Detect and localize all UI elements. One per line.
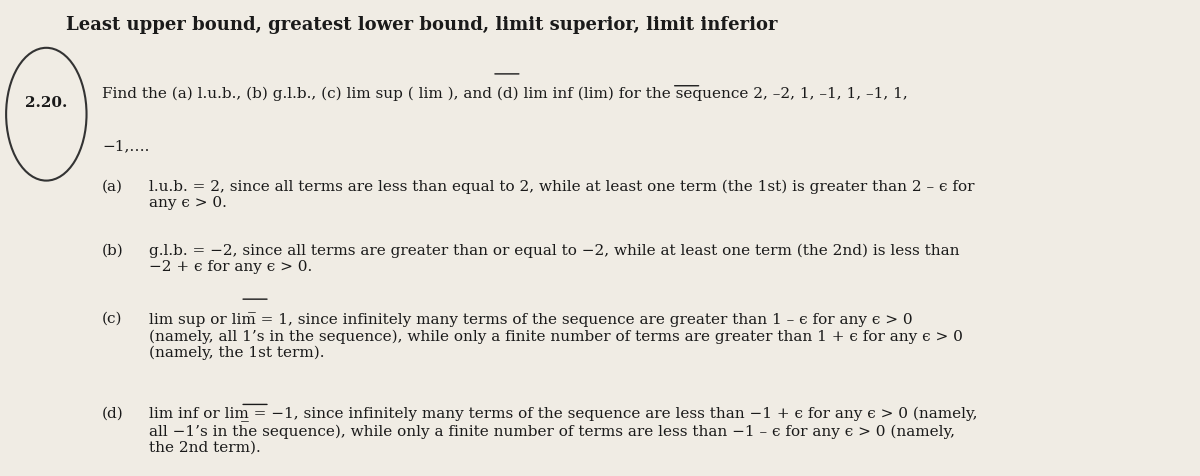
Text: 2.20.: 2.20.	[25, 96, 67, 110]
Text: l.u.b. = 2, since all terms are less than equal to 2, while at least one term (t: l.u.b. = 2, since all terms are less tha…	[149, 179, 974, 209]
Text: g.l.b. = −2, since all terms are greater than or equal to −2, while at least one: g.l.b. = −2, since all terms are greater…	[149, 243, 960, 273]
Text: −1,….: −1,….	[102, 139, 149, 153]
Text: lim inf or lim̲ = −1, since infinitely many terms of the sequence are less than : lim inf or lim̲ = −1, since infinitely m…	[149, 406, 978, 454]
Text: (d): (d)	[102, 406, 124, 420]
Text: (a): (a)	[102, 179, 122, 193]
Text: lim sup or lim̅ = 1, since infinitely many terms of the sequence are greater tha: lim sup or lim̅ = 1, since infinitely ma…	[149, 311, 964, 359]
Text: Find the (a) l.u.b., (b) g.l.b., (c) lim sup ( lim ), and (d) lim inf (lim) for : Find the (a) l.u.b., (b) g.l.b., (c) lim…	[102, 87, 907, 101]
Text: (b): (b)	[102, 243, 124, 257]
Text: (c): (c)	[102, 311, 122, 325]
Text: Least upper bound, greatest lower bound, limit superior, limit inferior: Least upper bound, greatest lower bound,…	[66, 16, 778, 33]
